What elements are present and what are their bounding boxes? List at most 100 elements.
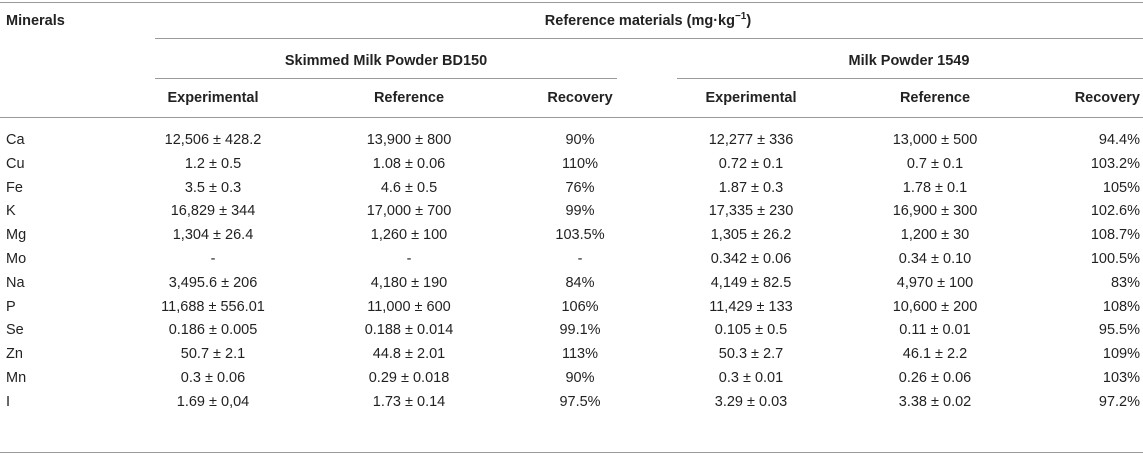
cell-experimental-2: 50.3 ± 2.7 [718,346,784,362]
cell-reference-2: 1.78 ± 0.1 [902,180,968,196]
cell-reference-1: 4,180 ± 190 [370,275,448,291]
header-bottom-rule [0,117,1143,118]
cell-reference-2: 0.26 ± 0.06 [898,370,972,386]
mineral-cell: Fe [6,180,23,196]
mineral-cell: Se [6,322,24,338]
table-bottom-rule [0,452,1143,453]
cell-recovery-1: 90% [565,370,595,386]
cell-experimental-1: 3,495.6 ± 206 [168,275,258,291]
cell-recovery-1: 113% [561,346,599,362]
col-header-experimental-2: Experimental [705,90,797,106]
group-rule-bd150 [155,78,617,79]
cell-recovery-1: - [577,251,583,267]
cell-experimental-1: 1.69 ± 0,04 [176,394,250,410]
cell-recovery-1: 76% [565,180,595,196]
cell-reference-2: 0.7 ± 0.1 [906,156,964,172]
cell-reference-2: 0.34 ± 0.10 [898,251,972,267]
cell-recovery-2: 102.6% [1090,203,1140,219]
cell-experimental-1: 0.186 ± 0.005 [168,322,258,338]
group-rule-1549 [677,78,1143,79]
group-header-bd150: Skimmed Milk Powder BD150 [284,53,488,69]
col-header-recovery-1: Recovery [547,90,613,106]
cell-experimental-2: 12,277 ± 336 [708,132,794,148]
mineral-cell: P [6,299,16,315]
cell-reference-1: 13,900 ± 800 [366,132,452,148]
cell-reference-1: 1.08 ± 0.06 [372,156,446,172]
cell-experimental-2: 1.87 ± 0.3 [718,180,784,196]
cell-experimental-2: 0.3 ± 0.01 [718,370,784,386]
cell-recovery-2: 94.4% [1098,132,1140,148]
cell-experimental-2: 3.29 ± 0.03 [714,394,788,410]
cell-recovery-2: 103.2% [1090,156,1140,172]
cell-experimental-2: 17,335 ± 230 [708,203,794,219]
cell-recovery-1: 90% [565,132,595,148]
mineral-cell: K [6,203,16,219]
cell-reference-2: 1,200 ± 30 [900,227,970,243]
col-header-reference-2: Reference [899,90,971,106]
cell-reference-1: 1.73 ± 0.14 [372,394,446,410]
cell-experimental-1: 11,688 ± 556.01 [161,299,265,315]
cell-experimental-1: - [210,251,216,267]
cell-reference-2: 10,600 ± 200 [892,299,978,315]
cell-experimental-1: 0.3 ± 0.06 [180,370,246,386]
cell-reference-2: 46.1 ± 2.2 [902,346,968,362]
mineral-cell: Zn [6,346,23,362]
cell-recovery-2: 108.7% [1090,227,1140,243]
cell-recovery-1: 110% [561,156,599,172]
mineral-cell: Mg [6,227,27,243]
spanning-header-rule [155,38,1143,39]
col-header-reference-1: Reference [373,90,445,106]
table-top-rule [0,2,1143,3]
cell-reference-1: 1,260 ± 100 [370,227,448,243]
mineral-cell: Cu [6,156,25,172]
group-header-1549: Milk Powder 1549 [848,53,970,69]
cell-experimental-2: 11,429 ± 133 [709,299,793,315]
cell-recovery-2: 100.5% [1090,251,1140,267]
stub-header: Minerals [6,13,65,29]
cell-recovery-1: 103.5% [555,227,605,243]
col-header-recovery-2: Recovery [1074,90,1140,106]
cell-reference-2: 3.38 ± 0.02 [898,394,972,410]
cell-experimental-2: 0.105 ± 0.5 [714,322,788,338]
cell-reference-1: 0.188 ± 0.014 [364,322,454,338]
cell-recovery-2: 95.5% [1098,322,1140,338]
cell-reference-1: 11,000 ± 600 [367,299,451,315]
cell-experimental-1: 1.2 ± 0.5 [184,156,242,172]
cell-reference-2: 0.11 ± 0.01 [899,322,971,338]
mineral-cell: Mn [6,370,27,386]
cell-recovery-1: 99.1% [559,322,601,338]
cell-experimental-2: 0.72 ± 0.1 [718,156,784,172]
mineral-cell: Na [6,275,25,291]
cell-recovery-2: 105% [1102,180,1140,196]
mineral-cell: I [6,394,11,410]
cell-experimental-1: 50.7 ± 2.1 [180,346,246,362]
cell-reference-1: 44.8 ± 2.01 [372,346,446,362]
cell-recovery-1: 99% [565,203,595,219]
cell-recovery-1: 106% [561,299,599,315]
cell-reference-1: 17,000 ± 700 [366,203,452,219]
cell-recovery-2: 109% [1102,346,1140,362]
col-header-experimental-1: Experimental [167,90,259,106]
cell-experimental-2: 1,305 ± 26.2 [710,227,792,243]
cell-experimental-1: 12,506 ± 428.2 [164,132,262,148]
mineral-cell: Ca [6,132,25,148]
cell-experimental-1: 3.5 ± 0.3 [184,180,242,196]
cell-experimental-2: 0.342 ± 0.06 [710,251,792,267]
cell-reference-2: 4,970 ± 100 [896,275,974,291]
cell-recovery-1: 97.5% [559,394,601,410]
cell-recovery-2: 97.2% [1098,394,1140,410]
cell-reference-1: 0.29 ± 0.018 [368,370,450,386]
cell-reference-1: - [406,251,412,267]
cell-experimental-1: 1,304 ± 26.4 [172,227,254,243]
cell-experimental-1: 16,829 ± 344 [170,203,256,219]
cell-recovery-2: 83% [1110,275,1140,291]
cell-recovery-2: 103% [1102,370,1140,386]
cell-reference-1: 4.6 ± 0.5 [380,180,438,196]
spanning-header: Reference materials (mg·kg−1) [544,11,752,29]
mineral-cell: Mo [6,251,27,267]
cell-recovery-1: 84% [565,275,595,291]
cell-recovery-2: 108% [1102,299,1140,315]
cell-reference-2: 16,900 ± 300 [892,203,978,219]
cell-experimental-2: 4,149 ± 82.5 [710,275,792,291]
